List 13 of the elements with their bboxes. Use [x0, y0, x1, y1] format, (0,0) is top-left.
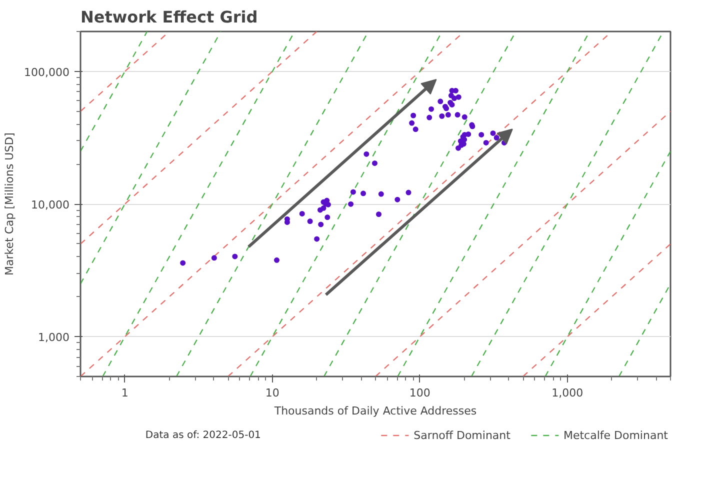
y-tick-label: 1,000 [38, 331, 70, 344]
y-axis-title: Market Cap [Millions USD] [3, 132, 16, 276]
y-tick-label: 100,000 [24, 66, 70, 79]
x-tick-label: 100 [409, 386, 430, 400]
chart-title: Network Effect Grid [80, 8, 258, 26]
legend-label: Metcalfe Dominant [563, 428, 668, 442]
x-tick-label: 1 [121, 386, 128, 400]
y-tick-label: 10,000 [31, 198, 70, 212]
x-tick-label: 1,000 [552, 386, 584, 400]
text: Data as of: 2022-05-01 [145, 430, 261, 441]
x-tick-label: 10 [265, 386, 280, 400]
legend-label: Sarnoff Dominant [414, 428, 510, 442]
x-axis-title: Thousands of Daily Active Addresses [273, 404, 477, 418]
